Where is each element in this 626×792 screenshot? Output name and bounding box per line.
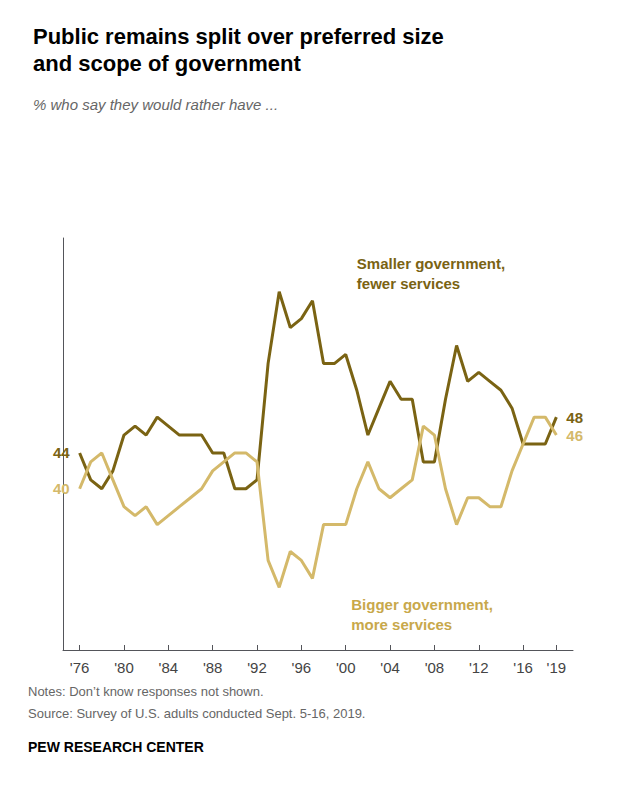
svg-text:'84: '84 [159, 659, 179, 676]
svg-text:'12: '12 [469, 659, 489, 676]
svg-text:% who say they would rather ha: % who say they would rather have ... [33, 96, 278, 113]
svg-text:40: 40 [53, 480, 70, 497]
svg-text:48: 48 [566, 409, 583, 426]
svg-text:'16: '16 [513, 659, 533, 676]
svg-text:'80: '80 [114, 659, 134, 676]
svg-text:Source: Survey of U.S. adults: Source: Survey of U.S. adults conducted … [28, 706, 365, 721]
svg-text:fewer services: fewer services [357, 275, 460, 292]
svg-text:'76: '76 [70, 659, 90, 676]
svg-text:'08: '08 [425, 659, 445, 676]
svg-text:Public remains split over pref: Public remains split over preferred size [33, 24, 444, 49]
svg-text:'96: '96 [292, 659, 312, 676]
svg-text:Smaller government,: Smaller government, [357, 255, 505, 272]
svg-text:more services: more services [351, 616, 452, 633]
svg-text:Bigger government,: Bigger government, [351, 596, 493, 613]
svg-text:46: 46 [566, 427, 583, 444]
svg-text:and scope of government: and scope of government [33, 51, 301, 76]
svg-text:'88: '88 [203, 659, 223, 676]
svg-text:44: 44 [53, 444, 70, 461]
svg-text:'00: '00 [336, 659, 356, 676]
svg-text:Notes: Don’t know responses no: Notes: Don’t know responses not shown. [28, 684, 264, 699]
svg-text:'92: '92 [247, 659, 267, 676]
svg-text:PEW RESEARCH CENTER: PEW RESEARCH CENTER [28, 739, 204, 755]
svg-text:'04: '04 [380, 659, 400, 676]
svg-text:'19: '19 [547, 659, 567, 676]
